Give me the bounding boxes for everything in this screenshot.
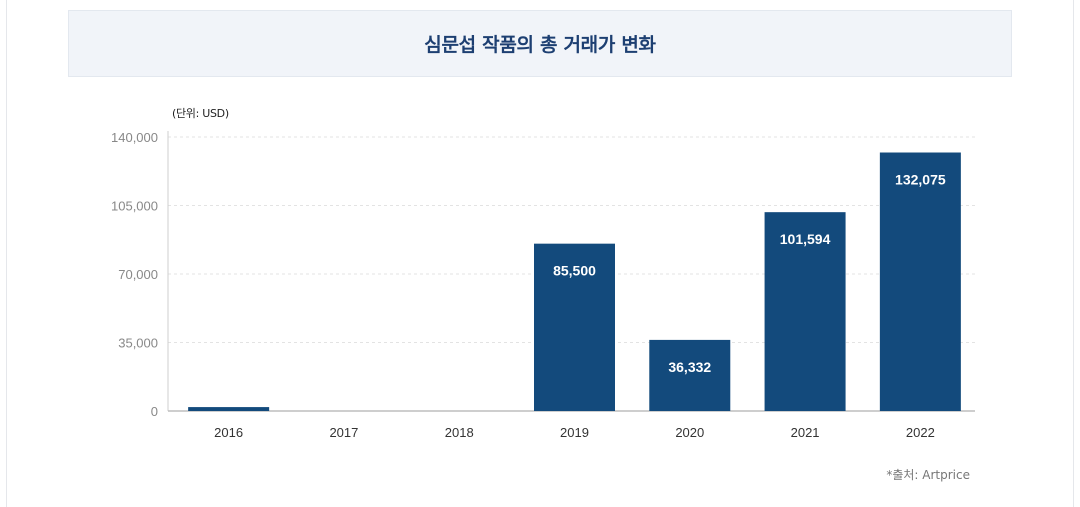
source-note: *출처: Artprice — [886, 468, 970, 482]
x-tick-label-2016: 2016 — [214, 425, 243, 440]
y-tick-label: 35,000 — [118, 336, 158, 351]
chart-card — [6, 0, 1074, 507]
data-label-2020: 36,332 — [668, 359, 711, 375]
data-label-2022: 132,075 — [895, 172, 946, 188]
bar-2019 — [534, 243, 615, 411]
y-tick-label: 0 — [151, 404, 158, 419]
data-label-2021: 101,594 — [780, 231, 831, 247]
bar-2020 — [649, 339, 731, 411]
x-tick-label-2018: 2018 — [445, 425, 474, 440]
bar-2022 — [879, 152, 961, 411]
bar-2016 — [188, 407, 270, 411]
chart-title: 심문섭 작품의 총 거래가 변화 — [424, 34, 656, 56]
y-tick-label: 70,000 — [118, 267, 158, 282]
chart-title-box: 심문섭 작품의 총 거래가 변화 — [68, 10, 1012, 77]
x-tick-label-2020: 2020 — [675, 425, 704, 440]
y-tick-label: 140,000 — [111, 130, 158, 145]
data-label-2019: 85,500 — [553, 263, 596, 279]
x-tick-label-2021: 2021 — [791, 425, 820, 440]
x-tick-label-2017: 2017 — [329, 425, 358, 440]
x-tick-label-2019: 2019 — [560, 425, 589, 440]
y-tick-label: 105,000 — [111, 199, 158, 214]
x-tick-label-2022: 2022 — [906, 425, 935, 440]
unit-label: (단위: USD) — [172, 107, 229, 120]
bar-2021 — [764, 212, 846, 411]
